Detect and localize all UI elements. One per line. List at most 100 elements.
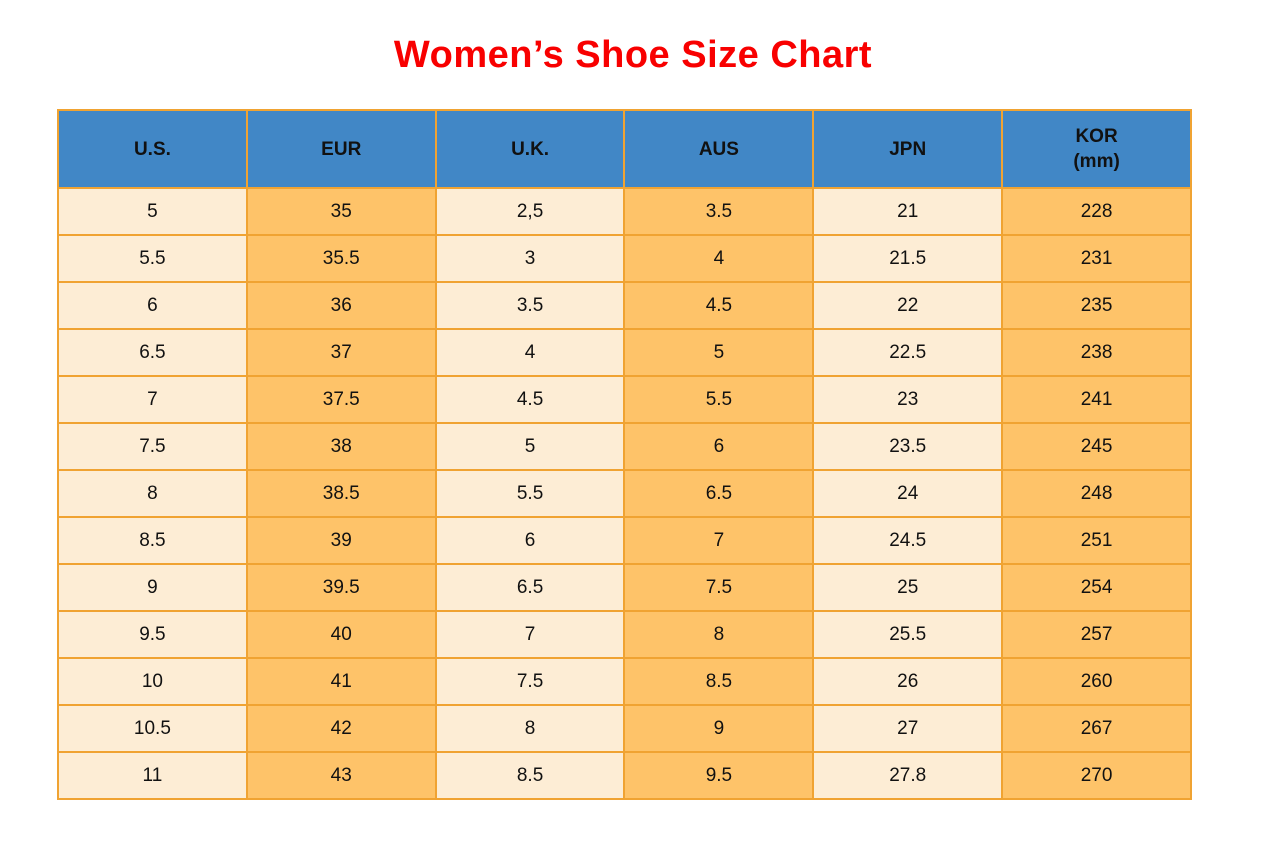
- header-row: U.S. EUR U.K. AUS JPN KOR (mm): [57, 109, 1192, 189]
- cell-eur: 41: [245, 657, 437, 706]
- cell-uk: 8.5: [434, 751, 626, 800]
- column-header-label: U.K.: [511, 138, 550, 160]
- cell-uk: 6: [434, 516, 626, 565]
- cell-uk: 6.5: [434, 563, 626, 612]
- cell-jpn: 25: [812, 563, 1004, 612]
- table-row: 8 38.5 5.5 6.5 24 248: [57, 469, 1192, 518]
- shoe-size-table: U.S. EUR U.K. AUS JPN KOR (mm) 5 35 2,5 3.5 21 228 5…: [57, 109, 1192, 800]
- column-header-label: U.S.: [133, 138, 171, 160]
- cell-jpn: 23.5: [812, 422, 1004, 471]
- cell-uk: 3: [434, 234, 626, 283]
- cell-kor: 251: [1001, 516, 1192, 565]
- cell-aus: 4: [623, 234, 815, 283]
- cell-jpn: 21: [812, 187, 1004, 236]
- cell-aus: 9.5: [623, 751, 815, 800]
- cell-us: 5: [57, 187, 248, 236]
- cell-us: 8.5: [57, 516, 248, 565]
- cell-uk: 7.5: [434, 657, 626, 706]
- cell-eur: 35.5: [245, 234, 437, 283]
- page-title: Women’s Shoe Size Chart: [393, 34, 873, 76]
- cell-us: 6: [57, 281, 248, 330]
- column-header-kor: KOR (mm): [1001, 109, 1192, 189]
- cell-kor: 245: [1001, 422, 1192, 471]
- cell-eur: 40: [245, 610, 437, 659]
- cell-us: 7.5: [57, 422, 248, 471]
- cell-uk: 2,5: [434, 187, 626, 236]
- cell-kor: 270: [1001, 751, 1192, 800]
- cell-us: 11: [57, 751, 248, 800]
- cell-us: 6.5: [57, 328, 248, 377]
- cell-aus: 3.5: [623, 187, 815, 236]
- cell-kor: 235: [1001, 281, 1192, 330]
- cell-jpn: 22.5: [812, 328, 1004, 377]
- cell-aus: 5: [623, 328, 815, 377]
- cell-us: 10.5: [57, 704, 248, 753]
- cell-kor: 260: [1001, 657, 1192, 706]
- cell-jpn: 24: [812, 469, 1004, 518]
- cell-eur: 42: [245, 704, 437, 753]
- column-header-label: KOR: [1075, 126, 1118, 147]
- column-header-jpn: JPN: [812, 109, 1004, 189]
- cell-uk: 5: [434, 422, 626, 471]
- column-header-sublabel: (mm): [1073, 151, 1120, 172]
- cell-aus: 5.5: [623, 375, 815, 424]
- table-row: 6 36 3.5 4.5 22 235: [57, 281, 1192, 330]
- cell-uk: 7: [434, 610, 626, 659]
- cell-us: 8: [57, 469, 248, 518]
- cell-eur: 39.5: [245, 563, 437, 612]
- cell-aus: 7: [623, 516, 815, 565]
- cell-kor: 267: [1001, 704, 1192, 753]
- column-header-label: JPN: [889, 138, 927, 160]
- cell-eur: 39: [245, 516, 437, 565]
- table-header: U.S. EUR U.K. AUS JPN KOR (mm): [57, 109, 1192, 189]
- table-row: 8.5 39 6 7 24.5 251: [57, 516, 1192, 565]
- table-row: 5.5 35.5 3 4 21.5 231: [57, 234, 1192, 283]
- cell-us: 5.5: [57, 234, 248, 283]
- table-row: 7.5 38 5 6 23.5 245: [57, 422, 1192, 471]
- cell-uk: 8: [434, 704, 626, 753]
- table-row: 7 37.5 4.5 5.5 23 241: [57, 375, 1192, 424]
- cell-us: 9: [57, 563, 248, 612]
- column-header-label: EUR: [321, 138, 362, 160]
- cell-kor: 231: [1001, 234, 1192, 283]
- cell-jpn: 23: [812, 375, 1004, 424]
- table-row: 6.5 37 4 5 22.5 238: [57, 328, 1192, 377]
- cell-kor: 248: [1001, 469, 1192, 518]
- cell-uk: 3.5: [434, 281, 626, 330]
- column-header-label: AUS: [698, 138, 739, 160]
- cell-eur: 36: [245, 281, 437, 330]
- cell-uk: 5.5: [434, 469, 626, 518]
- table-body: 5 35 2,5 3.5 21 228 5.5 35.5 3 4 21.5 231 6 36 3.5 4.5 2…: [57, 187, 1192, 800]
- table-row: 5 35 2,5 3.5 21 228: [57, 187, 1192, 236]
- cell-eur: 38: [245, 422, 437, 471]
- cell-aus: 8: [623, 610, 815, 659]
- cell-eur: 37: [245, 328, 437, 377]
- cell-aus: 6: [623, 422, 815, 471]
- cell-jpn: 26: [812, 657, 1004, 706]
- cell-eur: 43: [245, 751, 437, 800]
- table-row: 11 43 8.5 9.5 27.8 270: [57, 751, 1192, 800]
- cell-aus: 9: [623, 704, 815, 753]
- cell-us: 10: [57, 657, 248, 706]
- column-header-aus: AUS: [623, 109, 815, 189]
- cell-aus: 7.5: [623, 563, 815, 612]
- cell-kor: 238: [1001, 328, 1192, 377]
- table-row: 9 39.5 6.5 7.5 25 254: [57, 563, 1192, 612]
- cell-us: 9.5: [57, 610, 248, 659]
- cell-jpn: 27: [812, 704, 1004, 753]
- cell-jpn: 24.5: [812, 516, 1004, 565]
- table-row: 10.5 42 8 9 27 267: [57, 704, 1192, 753]
- cell-kor: 254: [1001, 563, 1192, 612]
- cell-jpn: 22: [812, 281, 1004, 330]
- cell-jpn: 21.5: [812, 234, 1004, 283]
- cell-uk: 4.5: [434, 375, 626, 424]
- column-header-us: U.S.: [57, 109, 248, 189]
- cell-aus: 4.5: [623, 281, 815, 330]
- table-row: 10 41 7.5 8.5 26 260: [57, 657, 1192, 706]
- column-header-uk: U.K.: [434, 109, 626, 189]
- cell-kor: 228: [1001, 187, 1192, 236]
- cell-kor: 241: [1001, 375, 1192, 424]
- cell-eur: 35: [245, 187, 437, 236]
- column-header-eur: EUR: [245, 109, 437, 189]
